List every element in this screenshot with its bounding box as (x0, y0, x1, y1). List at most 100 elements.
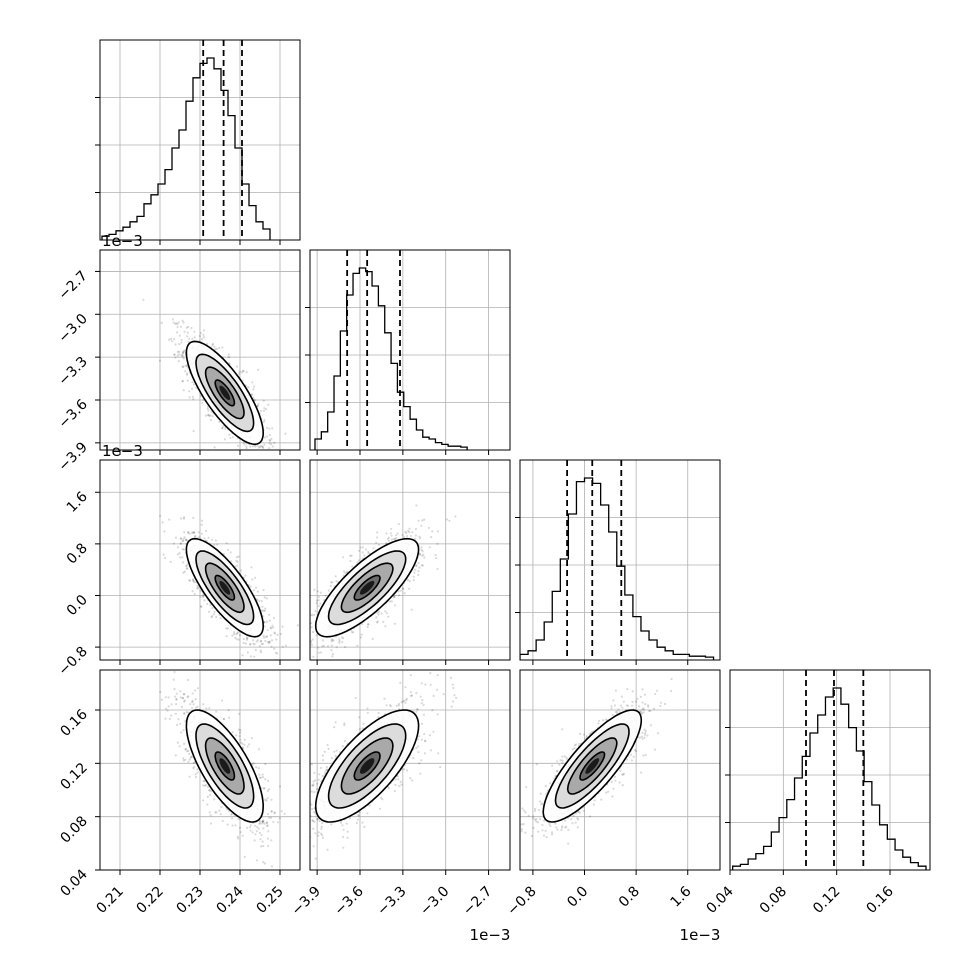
sample-point (276, 633, 279, 637)
density-core (219, 580, 231, 595)
sample-point (182, 357, 185, 360)
sample-point (313, 588, 316, 591)
sample-point (215, 347, 218, 350)
sample-point (183, 699, 186, 702)
sample-point (213, 446, 216, 449)
sample-point (221, 819, 224, 823)
sample-point (270, 627, 273, 630)
sample-point (236, 564, 239, 567)
sample-point (335, 580, 338, 583)
sample-point (249, 445, 252, 448)
y-tick-label: −3.0 (55, 311, 90, 346)
sample-point (225, 542, 228, 545)
sample-point (359, 636, 362, 639)
sample-point (418, 535, 421, 538)
sample-point (275, 638, 278, 641)
sample-point (225, 635, 228, 638)
sample-point (262, 409, 265, 412)
sample-point (183, 712, 186, 715)
sample-point (261, 445, 264, 448)
sample-point (219, 617, 222, 620)
sample-point (377, 613, 380, 616)
sample-point (410, 608, 413, 611)
sample-point (349, 554, 352, 558)
sample-point (331, 652, 335, 656)
panel-frame (309, 249, 511, 451)
sample-point (182, 517, 185, 520)
sample-point (356, 644, 359, 647)
sample-point (180, 537, 183, 540)
sample-point (247, 386, 250, 389)
sample-point (448, 519, 451, 522)
histogram-3 (732, 687, 927, 870)
sample-point (263, 418, 266, 422)
sample-point (243, 738, 246, 741)
sample-point (344, 645, 347, 649)
sample-point (356, 561, 359, 564)
sample-point (238, 634, 241, 637)
sample-point (198, 535, 201, 539)
sample-point (258, 645, 261, 648)
sample-point (192, 578, 195, 581)
sample-point (213, 543, 216, 547)
sample-point (360, 633, 363, 636)
sample-point (259, 649, 262, 652)
sample-point (321, 645, 324, 648)
sample-point (338, 638, 341, 641)
sample-point (177, 321, 180, 324)
sample-point (265, 435, 269, 438)
sample-point (211, 343, 214, 347)
sample-point (250, 393, 253, 396)
sample-point (284, 644, 287, 647)
sample-point (401, 587, 404, 590)
sample-point (193, 592, 196, 596)
sample-point (317, 599, 320, 602)
sample-point (199, 605, 202, 608)
sample-point (392, 595, 396, 598)
sample-point (173, 353, 176, 356)
sample-point (186, 335, 189, 338)
sample-point (255, 826, 259, 829)
sample-point (268, 439, 271, 442)
sample-point (330, 649, 333, 652)
sample-point (390, 600, 393, 603)
sample-point (203, 599, 206, 602)
sample-point (408, 527, 411, 530)
sample-point (204, 414, 207, 417)
sample-point (385, 532, 388, 535)
sample-point (249, 655, 252, 658)
sample-point (170, 340, 173, 343)
sample-point (231, 436, 234, 439)
sample-point (185, 539, 188, 542)
sample-point (176, 325, 179, 329)
sample-point (209, 414, 212, 417)
sample-point (269, 626, 272, 629)
sample-point (214, 539, 217, 542)
sample-point (260, 845, 263, 848)
sample-point (253, 655, 256, 658)
sample-point (414, 568, 417, 571)
sample-point (319, 602, 322, 605)
sample-point (331, 581, 334, 584)
sample-point (418, 566, 421, 569)
sample-point (180, 353, 183, 357)
sample-point (239, 741, 242, 744)
sample-point (179, 696, 182, 699)
sample-point (419, 537, 422, 540)
sample-point (188, 337, 191, 341)
sample-point (233, 632, 236, 636)
sample-point (412, 575, 415, 579)
sample-point (179, 556, 182, 559)
sample-point (203, 784, 206, 787)
sample-point (185, 364, 188, 367)
sample-point (197, 531, 200, 534)
sample-point (160, 698, 163, 701)
sample-point (244, 574, 247, 577)
sample-point (181, 351, 185, 354)
sample-point (235, 556, 239, 559)
y-tick-label: −3.6 (55, 396, 90, 431)
sample-point (220, 699, 224, 702)
sample-point (191, 395, 195, 398)
sample-point (187, 340, 190, 343)
panel-frame (519, 459, 721, 661)
